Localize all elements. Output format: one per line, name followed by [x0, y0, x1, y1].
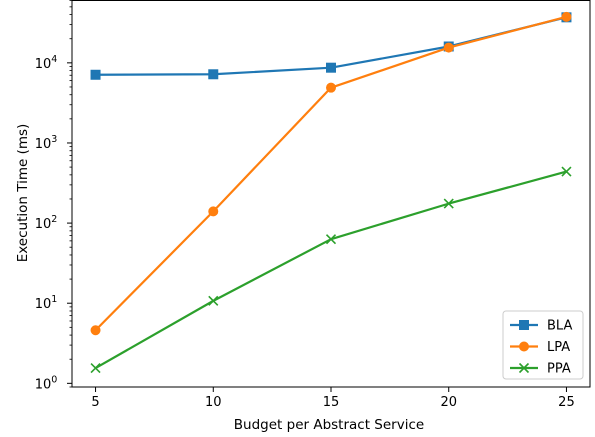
data-point-marker — [518, 362, 530, 374]
y-tick-label: 102 — [35, 214, 58, 232]
data-point-marker — [519, 341, 529, 352]
series-ppa — [90, 166, 572, 374]
y-axis-label: Execution Time (ms) — [15, 124, 31, 263]
y-tick-base: 10 — [35, 297, 52, 312]
x-tick-label: 15 — [323, 395, 340, 410]
y-tick-base: 10 — [35, 57, 52, 72]
data-point-marker — [208, 295, 219, 306]
x-axis-label: Budget per Abstract Service — [234, 417, 424, 433]
y-tick-exponent: 4 — [51, 54, 57, 65]
data-point-marker — [561, 166, 572, 177]
data-point-marker — [90, 325, 101, 336]
data-point-marker — [325, 234, 337, 245]
data-point-marker — [519, 320, 529, 330]
x-tick-label: 25 — [558, 395, 575, 410]
data-point-marker — [208, 69, 219, 80]
y-tick-label: 100 — [35, 374, 58, 392]
y-tick-label: 104 — [35, 54, 58, 72]
y-tick-label: 101 — [35, 294, 58, 312]
legend-label: BLA — [547, 319, 572, 334]
legend-entry: PPA — [510, 362, 571, 377]
legend-entry: LPA — [510, 340, 570, 355]
data-point-marker — [326, 82, 336, 93]
legend-entry: BLA — [510, 319, 572, 334]
data-point-marker — [443, 198, 454, 209]
y-tick-label: 103 — [35, 134, 58, 152]
y-tick-exponent: 2 — [51, 214, 57, 225]
x-tick-label: 10 — [205, 395, 222, 410]
x-axis-ticks: 5 10 15 20 25 — [91, 387, 575, 410]
legend: BLA LPA PPA — [502, 310, 584, 380]
y-tick-exponent: 0 — [51, 374, 57, 385]
data-point-marker — [208, 206, 219, 217]
y-tick-base: 10 — [35, 377, 52, 392]
x-tick-label: 20 — [440, 395, 457, 410]
y-tick-exponent: 3 — [51, 134, 57, 145]
data-point-marker — [561, 11, 572, 22]
series-layer — [90, 11, 572, 374]
series-line — [95, 170, 567, 370]
legend-label: PPA — [547, 362, 571, 377]
x-tick-label: 5 — [91, 395, 99, 410]
legend-label: LPA — [547, 340, 570, 355]
data-point-marker — [90, 363, 101, 374]
series-lpa — [90, 11, 572, 336]
data-point-marker — [443, 42, 454, 53]
series-bla — [90, 12, 572, 80]
y-tick-exponent: 1 — [51, 294, 57, 305]
data-point-marker — [90, 69, 101, 80]
data-point-marker — [326, 62, 336, 73]
y-tick-base: 10 — [35, 217, 52, 232]
y-tick-base: 10 — [35, 137, 52, 152]
